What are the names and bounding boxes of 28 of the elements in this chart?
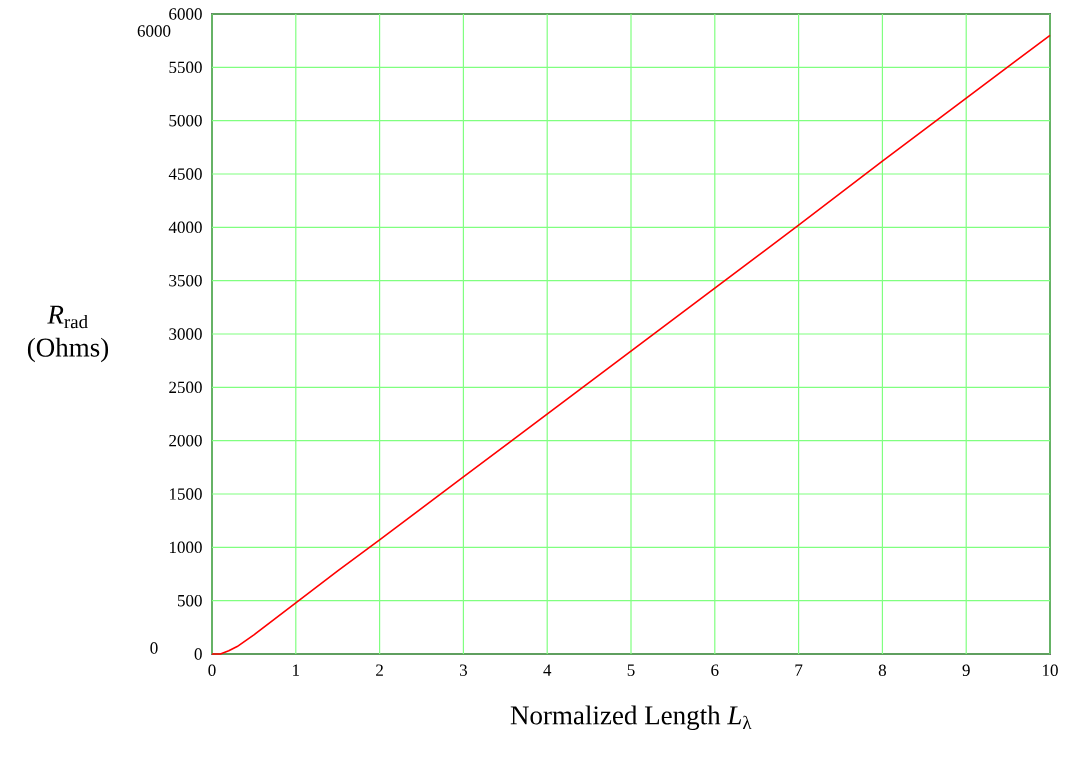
y-tick-label: 1000 bbox=[169, 541, 202, 554]
x-tick-label: 0 bbox=[208, 664, 216, 676]
x-tick-label: 7 bbox=[795, 664, 803, 676]
y-tick-label: 4500 bbox=[168, 168, 202, 180]
x-tick-label: 3 bbox=[459, 664, 467, 676]
y-tick-label: 5500 bbox=[169, 61, 202, 74]
y-axis-title: R$_{rad}$ (Ohms) bbox=[27, 305, 109, 363]
x-tick-label: 1 bbox=[293, 664, 300, 676]
y-tick-label: 2000 bbox=[169, 434, 202, 447]
x-tick-label: 2 bbox=[376, 664, 383, 676]
y-tick-label: 3000 bbox=[169, 328, 202, 340]
y-tick-label: 5000 bbox=[169, 114, 202, 127]
y-tick-label: 3500 bbox=[169, 274, 202, 287]
x-tick-label: 5 bbox=[627, 664, 635, 676]
y-tick-label: 0 bbox=[194, 648, 202, 660]
x-tick-label: 9 bbox=[962, 664, 970, 676]
y-tick-label: 500 bbox=[177, 594, 202, 607]
text: 6000 bbox=[137, 25, 171, 37]
x-axis-title: Normalized Length L$_{λ}$ bbox=[510, 705, 752, 731]
x-tick-label: 10 bbox=[1043, 664, 1058, 676]
y-tick-label: 1500 bbox=[169, 488, 202, 500]
y-tick-label: 6000 bbox=[169, 8, 202, 20]
y-tick-label: 4000 bbox=[168, 221, 202, 234]
y-tick-label: 2500 bbox=[169, 381, 202, 394]
x-tick-label: 4 bbox=[543, 664, 552, 676]
x-tick-label: 6 bbox=[711, 664, 719, 676]
text: 0 bbox=[150, 642, 158, 654]
x-tick-label: 8 bbox=[878, 664, 887, 676]
